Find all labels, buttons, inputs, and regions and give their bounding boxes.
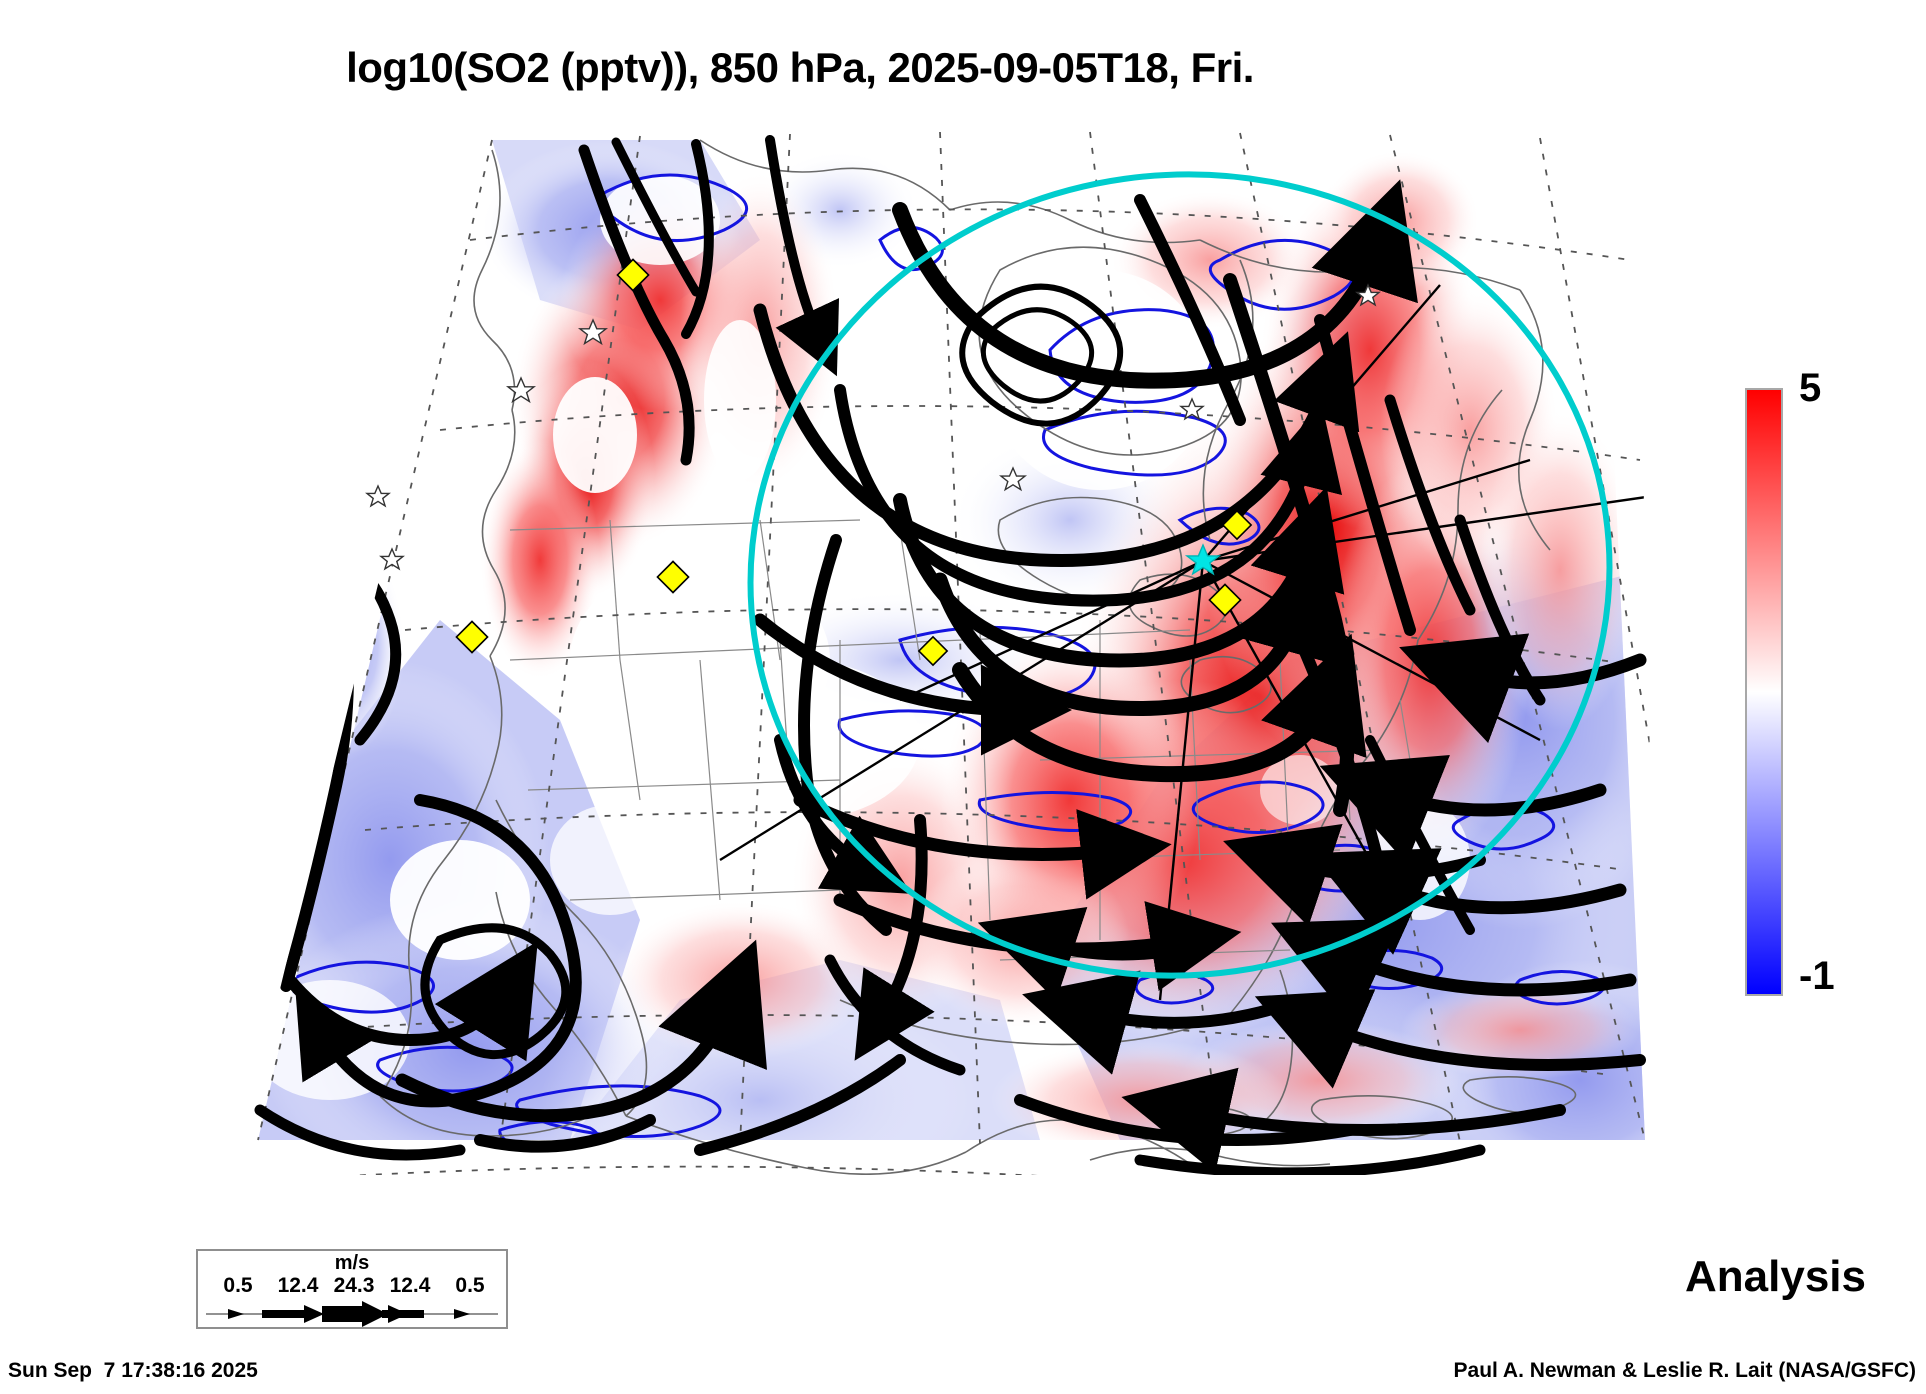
footer-credit: Paul A. Newman & Leslie R. Lait (NASA/GS… — [1453, 1359, 1916, 1382]
station-cyan-star[interactable] — [1184, 543, 1222, 576]
footer-timestamp: Sun Sep 7 17:38:16 2025 — [8, 1359, 258, 1382]
site-yellow-diamond-group — [455, 258, 1253, 667]
site-white-star[interactable] — [1355, 283, 1381, 307]
colorbar-min-label: -1 — [1799, 954, 1835, 998]
colorbar-max-label: 5 — [1799, 366, 1822, 410]
site-yellow-diamond[interactable] — [656, 560, 690, 594]
site-yellow-diamond[interactable] — [455, 620, 489, 654]
streamline-layer — [254, 135, 1647, 1175]
wind-legend-units: m/s — [334, 1252, 370, 1274]
wind-legend-arrows — [206, 1301, 498, 1327]
page-title: log10(SO2 (pptv)), 850 hPa, 2025-09-05T1… — [346, 44, 1254, 91]
site-white-star[interactable] — [577, 318, 609, 346]
wind-tick-label-3: 12.4 — [389, 1274, 431, 1297]
site-yellow-diamond[interactable] — [616, 258, 650, 292]
map-plot-area[interactable] — [140, 100, 1660, 1250]
site-white-star-group — [365, 283, 1381, 571]
wind-tick-label-2: 24.3 — [333, 1274, 375, 1297]
range-ring-ellipse — [747, 171, 1613, 979]
wind-tick-label-4: 0.5 — [455, 1274, 485, 1297]
colorbar[interactable]: 5 -1 — [1745, 366, 1925, 1008]
analysis-label: Analysis — [1685, 1252, 1866, 1301]
wind-tick-label-0: 0.5 — [223, 1274, 253, 1297]
site-white-star[interactable] — [1179, 397, 1205, 421]
site-white-star[interactable] — [998, 466, 1028, 492]
site-yellow-diamond[interactable] — [1208, 583, 1242, 617]
site-yellow-diamond[interactable] — [1221, 509, 1253, 541]
wind-speed-legend: m/s 0.5 12.4 24.3 12.4 0.5 — [196, 1249, 508, 1329]
radial-transect-layer — [719, 284, 1660, 1001]
marker-layer[interactable] — [365, 258, 1381, 667]
wind-tick-label-1: 12.4 — [277, 1274, 319, 1297]
colorbar-gradient — [1745, 388, 1783, 996]
site-white-star[interactable] — [379, 547, 405, 571]
site-white-star[interactable] — [505, 376, 537, 404]
map-svg — [254, 131, 1660, 1175]
site-yellow-diamond[interactable] — [917, 635, 949, 667]
site-white-star[interactable] — [365, 484, 391, 508]
